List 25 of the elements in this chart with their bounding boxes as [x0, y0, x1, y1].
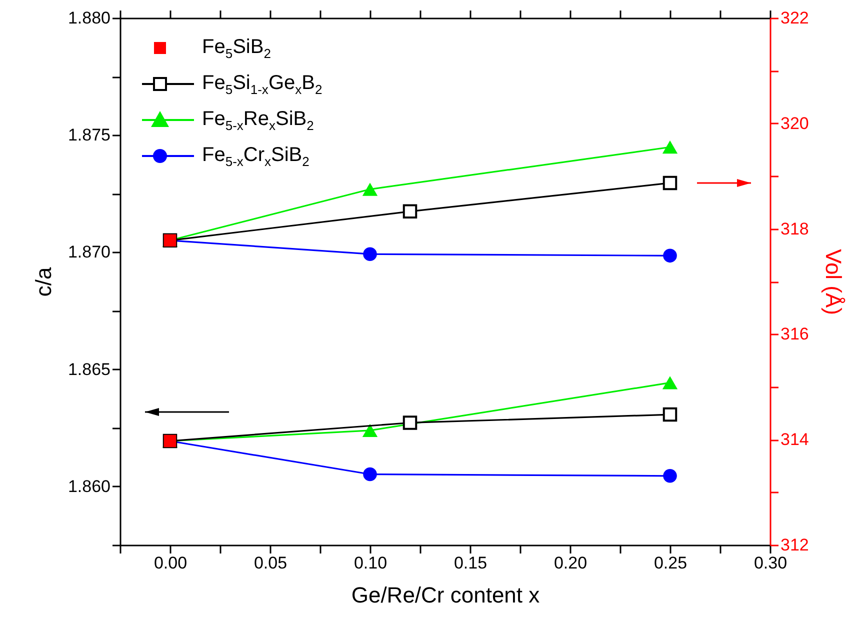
y2-tick-label: 318: [780, 219, 809, 238]
y-tick-label: 1.860: [68, 476, 110, 496]
legend-label: Fe$_{5}$Si$_{1-x}$Ge$_{x}$B$_{2}$: [202, 72, 322, 96]
y2-tick-label: 322: [780, 8, 809, 28]
y2-tick-label: 314: [780, 430, 809, 450]
y2-tick-label: 316: [780, 324, 809, 344]
x-axis-title: Ge/Re/Cr content x: [351, 582, 540, 608]
y2-tick-label: 320: [780, 114, 809, 133]
legend-label: Fe$_{5-x}$Cr$_{x}$SiB$_{2}$: [202, 144, 310, 168]
y-tick-label: 1.875: [68, 126, 110, 145]
x-tick-label: 0.00: [154, 554, 188, 572]
y-tick-label: 1.870: [68, 242, 110, 262]
y2-tick-label: 312: [780, 536, 809, 554]
x-tick-label: 0.10: [354, 554, 388, 572]
x-tick-label: 0.25: [654, 554, 688, 572]
y2-axis-title: Vol (Å): [820, 248, 846, 316]
x-tick-label: 0.30: [754, 554, 788, 572]
x-tick-label: 0.05: [254, 554, 288, 572]
y-tick-label: 1.865: [68, 360, 110, 379]
y-axis-title: c/a: [30, 266, 56, 297]
x-tick-label: 0.15: [454, 554, 488, 572]
y-tick-label: 1.880: [68, 8, 110, 28]
legend-label: Fe$_{5-x}$Re$_{x}$SiB$_{2}$: [202, 108, 314, 132]
x-tick-label: 0.20: [554, 554, 588, 572]
legend-label: Fe$_{5}$SiB$_{2}$: [202, 36, 271, 60]
